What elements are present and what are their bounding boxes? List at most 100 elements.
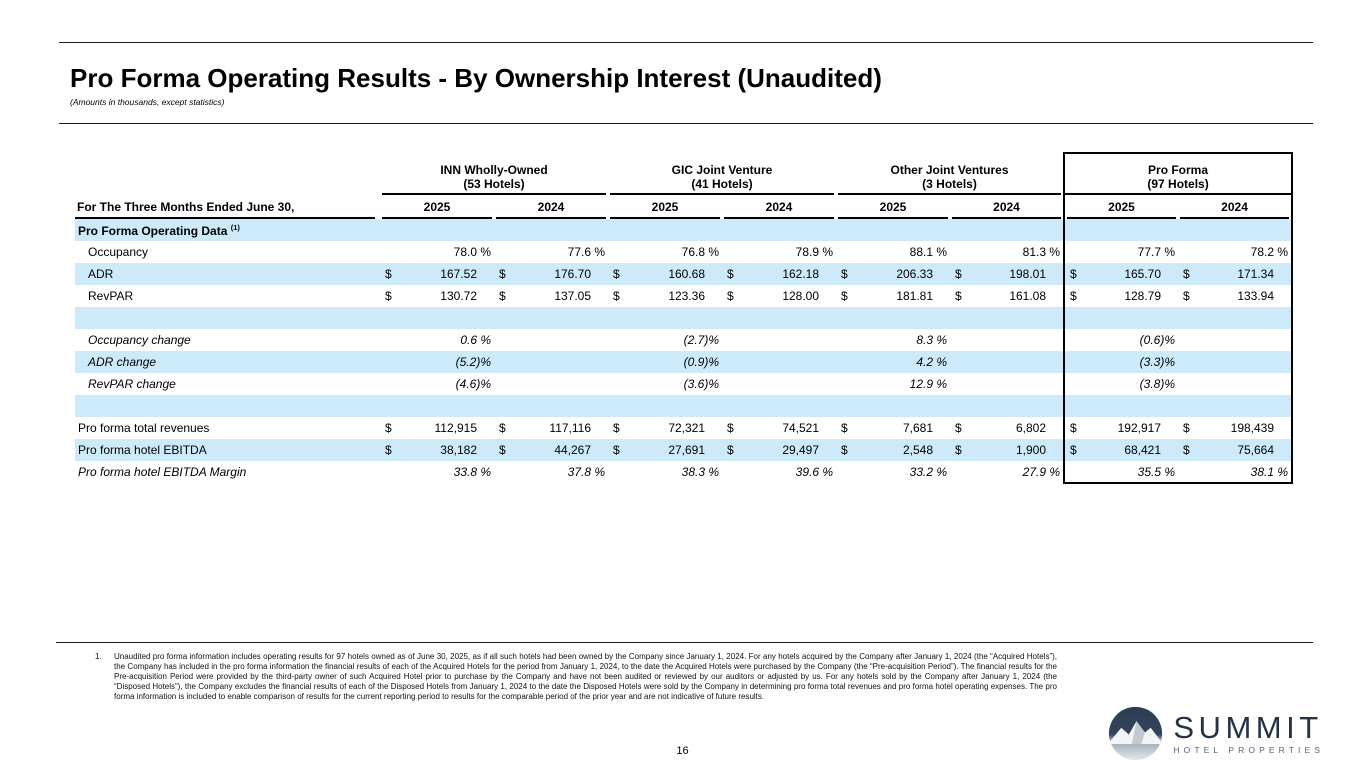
group-name: Other Joint Ventures: [890, 163, 1009, 177]
table-cell: [1063, 395, 1179, 417]
table-cell: [494, 373, 608, 395]
table-cell: $130.72: [380, 285, 494, 307]
mountain-logo-icon: [1109, 706, 1163, 761]
table-cell: 33.8 %: [380, 461, 494, 483]
table-cell: [836, 219, 950, 241]
row-label: [75, 395, 380, 417]
table-cell: $128.79: [1063, 285, 1179, 307]
dollar-sign: $: [1183, 421, 1190, 435]
table-cell: (4.6)%: [380, 373, 494, 395]
table-cell: $171.34: [1178, 263, 1294, 285]
dollar-sign: $: [955, 289, 962, 303]
table-cell: $7,681: [836, 417, 950, 439]
cell-value: 123.36: [668, 289, 706, 303]
cell-value: 0.6 %: [460, 333, 491, 347]
table-cell: 77.7 %: [1063, 241, 1179, 263]
table-cell: [1063, 307, 1179, 329]
cell-value: 12.9 %: [909, 377, 948, 391]
cell-value: (0.9)%: [683, 355, 720, 369]
table-cell: [722, 351, 836, 373]
table-cell: $137.05: [494, 285, 608, 307]
year-header-row: For The Three Months Ended June 30, 2025 2…: [75, 195, 1294, 219]
dollar-sign: $: [1070, 421, 1077, 435]
table-cell: [950, 219, 1064, 241]
table-cell: [722, 373, 836, 395]
cell-value: 33.8 %: [453, 465, 491, 479]
dollar-sign: $: [727, 267, 734, 281]
cell-value: 198,439: [1230, 421, 1275, 435]
cell-value: 176.70: [554, 267, 592, 281]
logo-wordmark: SUMMIT: [1173, 710, 1323, 745]
table-cell: [494, 307, 608, 329]
table-cell: [836, 395, 950, 417]
table-cell: [494, 219, 608, 241]
cell-value: 192,917: [1117, 421, 1162, 435]
page-subtitle: (Amounts in thousands, except statistics…: [70, 97, 225, 107]
table-cell: 78.9 %: [722, 241, 836, 263]
cell-value: 77.6 %: [567, 245, 606, 259]
dollar-sign: $: [955, 443, 962, 457]
row-label: ADR change: [75, 351, 380, 373]
cell-value: 128.79: [1124, 289, 1162, 303]
cell-value: 167.52: [440, 267, 477, 281]
operating-results-table: INN Wholly-Owned (53 Hotels) GIC Joint Ven…: [75, 152, 1294, 484]
cell-value: 1,900: [1015, 443, 1047, 457]
cell-value: (4.6)%: [455, 377, 491, 391]
row-label: Occupancy change: [75, 329, 380, 351]
table-cell: [836, 307, 950, 329]
dollar-sign: $: [499, 443, 506, 457]
row-label: Pro Forma Operating Data (1): [75, 219, 380, 241]
cell-value: 137.05: [554, 289, 592, 303]
column-group-header: Pro Forma (97 Hotels): [1063, 152, 1294, 195]
row-label-text: Pro forma hotel EBITDA: [78, 443, 207, 457]
cell-value: 2,548: [902, 443, 934, 457]
table-row: Pro forma total revenues $112,915 $117,116…: [75, 417, 1294, 439]
cell-value: 39.6 %: [795, 465, 834, 479]
dollar-sign: $: [955, 421, 962, 435]
cell-value: 72,321: [668, 421, 706, 435]
year-column-header: 2024: [722, 195, 836, 219]
table-cell: [1063, 219, 1179, 241]
cell-value: 74,521: [782, 421, 820, 435]
table-cell: [722, 307, 836, 329]
cell-value: 130.72: [440, 289, 477, 303]
top-divider: [59, 42, 1313, 43]
cell-value: 27,691: [668, 443, 706, 457]
table-cell: $112,915: [380, 417, 494, 439]
logo-tagline: HOTEL PROPERTIES: [1173, 745, 1324, 755]
page-title: Pro Forma Operating Results - By Ownersh…: [70, 63, 882, 93]
table-cell: $161.08: [950, 285, 1064, 307]
dollar-sign: $: [841, 289, 848, 303]
table-cell: [1178, 329, 1294, 351]
table-cell: [494, 329, 608, 351]
table-cell: [1178, 395, 1294, 417]
cell-value: (2.7)%: [683, 333, 720, 347]
dollar-sign: $: [955, 267, 962, 281]
row-label: Pro forma total revenues: [75, 417, 380, 439]
cell-value: 162.18: [782, 267, 820, 281]
table-cell: $160.68: [608, 263, 722, 285]
group-name: GIC Joint Venture: [671, 163, 773, 177]
cell-value: 27.9 %: [1022, 465, 1061, 479]
table-cell: (0.6)%: [1063, 329, 1179, 351]
table-cell: $162.18: [722, 263, 836, 285]
cell-value: 44,267: [554, 443, 592, 457]
row-label: Occupancy: [75, 241, 380, 263]
dollar-sign: $: [1070, 443, 1077, 457]
table-cell: [950, 329, 1064, 351]
cell-value: (3.3)%: [1139, 355, 1176, 369]
table-cell: $128.00: [722, 285, 836, 307]
dollar-sign: $: [1183, 267, 1190, 281]
table-corner: [75, 153, 380, 195]
table-cell: $27,691: [608, 439, 722, 461]
table-cell: [950, 373, 1064, 395]
cell-value: 78.0 %: [453, 245, 491, 259]
table-cell: $167.52: [380, 263, 494, 285]
dollar-sign: $: [1183, 289, 1190, 303]
logo-text: SUMMIT HOTEL PROPERTIES: [1173, 712, 1324, 755]
cell-value: 198.01: [1009, 267, 1047, 281]
cell-value: 88.1 %: [909, 245, 948, 259]
dollar-sign: $: [841, 267, 848, 281]
cell-value: 160.68: [668, 267, 706, 281]
